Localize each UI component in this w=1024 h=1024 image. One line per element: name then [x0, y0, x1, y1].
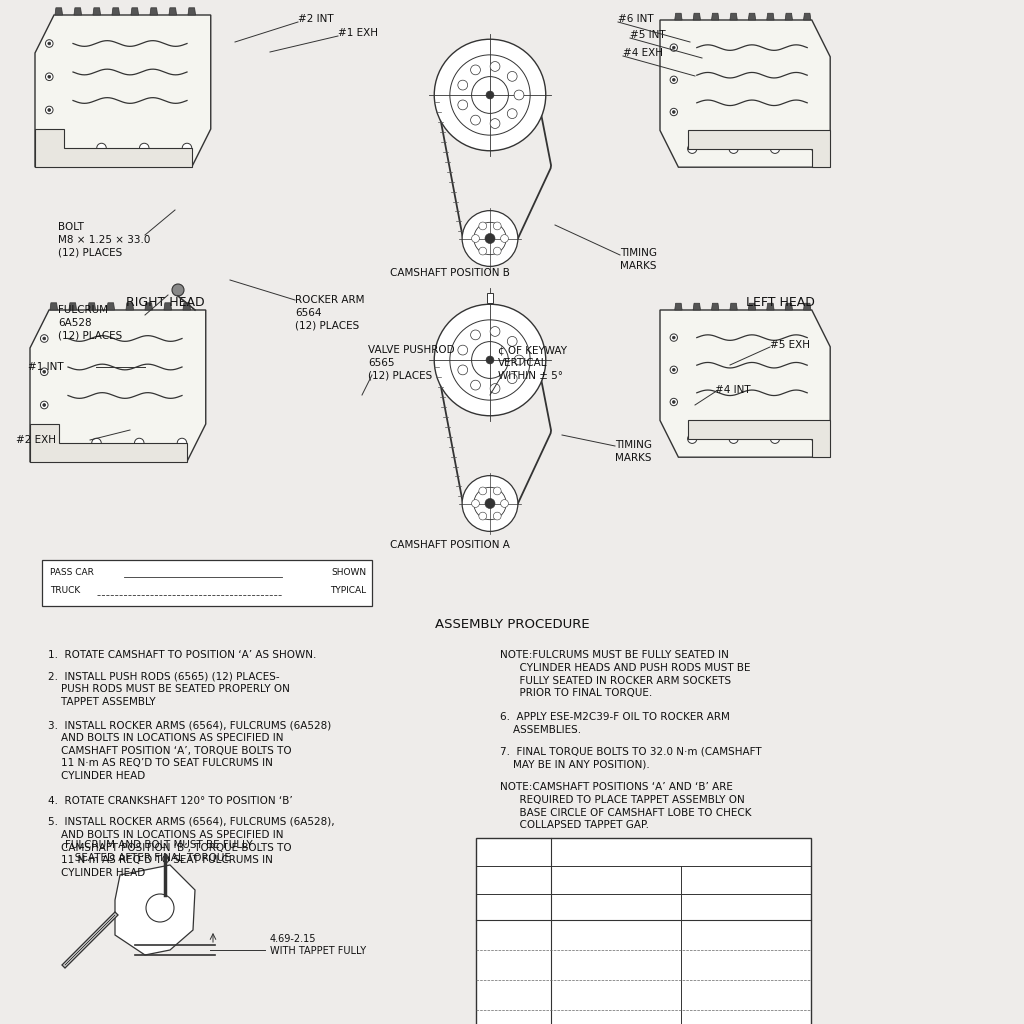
Circle shape: [687, 434, 696, 443]
Text: 7.  FINAL TORQUE BOLTS TO 32.0 N·m (CAMSHAFT
    MAY BE IN ANY POSITION).: 7. FINAL TORQUE BOLTS TO 32.0 N·m (CAMSH…: [500, 746, 762, 770]
Text: 3.  INSTALL ROCKER ARMS (6564), FULCRUMS (6A528)
    AND BOLTS IN LOCATIONS AS S: 3. INSTALL ROCKER ARMS (6564), FULCRUMS …: [48, 720, 331, 781]
Circle shape: [507, 72, 517, 81]
Polygon shape: [93, 8, 100, 15]
Text: #6 INT: #6 INT: [618, 14, 653, 24]
Text: 3: 3: [510, 990, 517, 1000]
Polygon shape: [660, 310, 830, 457]
Circle shape: [494, 512, 501, 520]
Circle shape: [486, 91, 494, 99]
Circle shape: [172, 284, 184, 296]
Text: INT.-EXH.: INT.-EXH.: [722, 990, 770, 1000]
Circle shape: [670, 44, 678, 51]
Circle shape: [134, 438, 144, 447]
Circle shape: [514, 355, 524, 365]
Text: #2 EXH: #2 EXH: [16, 435, 56, 445]
Circle shape: [729, 144, 738, 154]
Circle shape: [462, 475, 518, 531]
Circle shape: [670, 398, 678, 406]
Circle shape: [45, 40, 53, 47]
Circle shape: [670, 334, 678, 341]
Polygon shape: [804, 13, 811, 20]
Circle shape: [670, 367, 678, 374]
Text: ROCKER ARM
6564
(12) PLACES: ROCKER ARM 6564 (12) PLACES: [295, 295, 365, 331]
Polygon shape: [712, 13, 719, 20]
Polygon shape: [687, 421, 830, 457]
Circle shape: [472, 77, 508, 114]
Polygon shape: [712, 303, 719, 310]
Circle shape: [673, 336, 675, 339]
Circle shape: [434, 39, 546, 151]
Circle shape: [462, 211, 518, 266]
Polygon shape: [486, 293, 494, 303]
Polygon shape: [164, 303, 172, 310]
Polygon shape: [35, 15, 211, 167]
Polygon shape: [730, 303, 737, 310]
Circle shape: [43, 371, 46, 373]
Bar: [476, 838, 811, 1024]
Text: #1 EXH: #1 EXH: [338, 28, 378, 38]
Circle shape: [494, 222, 501, 229]
Text: TIMING
MARKS: TIMING MARKS: [615, 440, 652, 463]
Circle shape: [812, 144, 821, 154]
Text: 1.  ROTATE CAMSHAFT TO POSITION ‘A’ AS SHOWN.: 1. ROTATE CAMSHAFT TO POSITION ‘A’ AS SH…: [48, 650, 316, 660]
Text: TYPICAL: TYPICAL: [330, 586, 366, 595]
Polygon shape: [169, 8, 176, 15]
Polygon shape: [687, 130, 830, 167]
Circle shape: [96, 143, 106, 153]
Polygon shape: [145, 303, 153, 310]
Polygon shape: [188, 8, 196, 15]
Polygon shape: [675, 13, 682, 20]
Polygon shape: [30, 310, 206, 462]
Circle shape: [182, 143, 191, 153]
Polygon shape: [35, 129, 191, 167]
Circle shape: [472, 500, 479, 508]
Text: INT.: INT.: [606, 1020, 626, 1024]
Polygon shape: [55, 8, 62, 15]
Text: CAMSHAFT POSITION A: CAMSHAFT POSITION A: [390, 540, 510, 550]
Circle shape: [670, 109, 678, 116]
Circle shape: [729, 434, 738, 443]
Text: ASSEMBLY PROCEDURE: ASSEMBLY PROCEDURE: [434, 618, 590, 631]
Circle shape: [501, 500, 508, 508]
Text: 4.69-2.15
WITH TAPPET FULLY: 4.69-2.15 WITH TAPPET FULLY: [270, 934, 367, 956]
Text: SHOWN: SHOWN: [331, 568, 366, 577]
Polygon shape: [106, 303, 115, 310]
Circle shape: [687, 144, 696, 154]
Text: FULCRUM AND BOLT MUST BE FULLY
   SEATED AFTER FINAL TORQUE: FULCRUM AND BOLT MUST BE FULLY SEATED AF…: [65, 840, 253, 863]
Text: 2: 2: [510, 961, 517, 970]
Circle shape: [507, 374, 517, 384]
Polygon shape: [785, 13, 793, 20]
Circle shape: [770, 434, 779, 443]
Circle shape: [479, 512, 486, 520]
Circle shape: [479, 222, 486, 229]
Circle shape: [812, 434, 821, 443]
Circle shape: [490, 327, 500, 336]
Polygon shape: [183, 303, 190, 310]
Circle shape: [471, 116, 480, 125]
Text: #5 EXH: #5 EXH: [770, 340, 810, 350]
Text: CAMSHAFT POSITION B: CAMSHAFT POSITION B: [390, 268, 510, 278]
Text: EXH.: EXH.: [733, 1020, 759, 1024]
Circle shape: [474, 222, 506, 255]
Text: #4 INT: #4 INT: [715, 385, 751, 395]
Circle shape: [177, 438, 186, 447]
Circle shape: [471, 65, 480, 75]
Circle shape: [45, 73, 53, 81]
Circle shape: [507, 337, 517, 346]
Circle shape: [472, 234, 479, 243]
Text: NONE: NONE: [601, 990, 631, 1000]
Circle shape: [507, 109, 517, 119]
Polygon shape: [730, 13, 737, 20]
Polygon shape: [749, 303, 756, 310]
Polygon shape: [785, 303, 793, 310]
Polygon shape: [69, 303, 77, 310]
Text: INT.: INT.: [736, 961, 756, 970]
Circle shape: [673, 369, 675, 371]
Text: VALVE PUSHROD
6565
(12) PLACES: VALVE PUSHROD 6565 (12) PLACES: [368, 345, 455, 381]
Text: INT.: INT.: [606, 930, 626, 940]
Circle shape: [458, 80, 468, 90]
Text: 4.  ROTATE CRANKSHAFT 120° TO POSITION ‘B’: 4. ROTATE CRANKSHAFT 120° TO POSITION ‘B…: [48, 796, 293, 806]
Circle shape: [485, 233, 495, 244]
Circle shape: [485, 499, 495, 509]
Circle shape: [458, 365, 468, 375]
